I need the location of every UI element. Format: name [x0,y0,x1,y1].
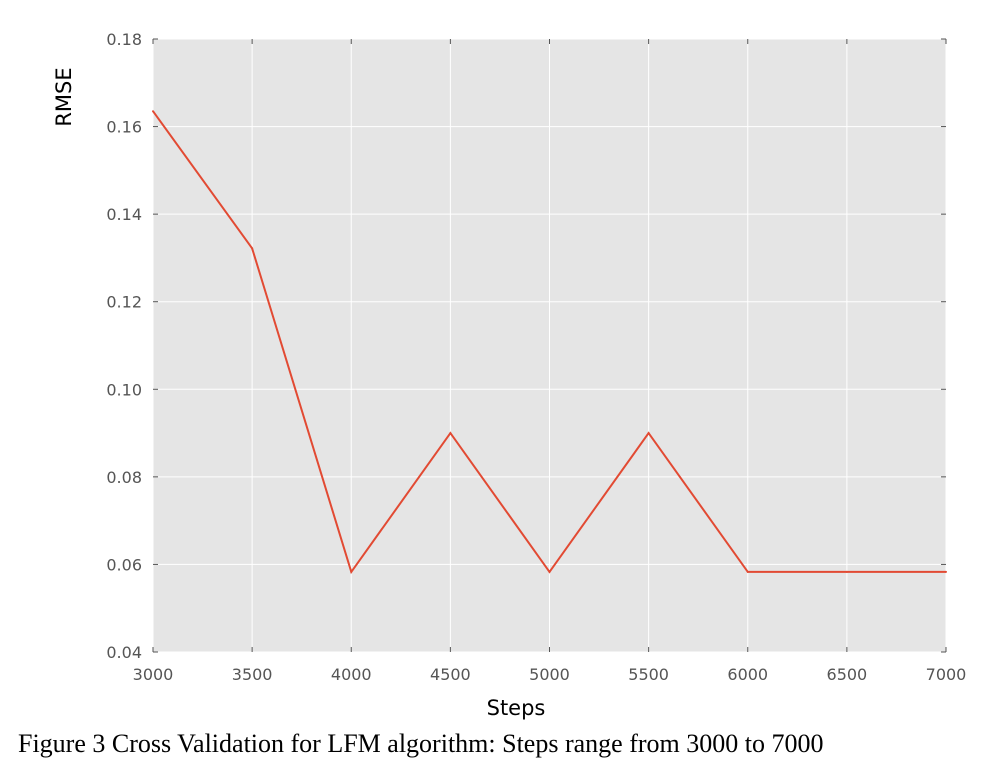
line-chart: 3000 3500 4000 4500 5000 5500 6000 6500 7000 0.04… [52,30,966,720]
series-point [251,247,254,250]
tick-labels: 3000 3500 4000 4500 5000 5500 6000 6500 7000 0.04… [106,30,966,684]
series-point [845,570,848,573]
y-tick-label: 0.18 [106,30,142,49]
series-point [746,570,749,573]
x-tick-label: 7000 [926,665,967,684]
x-tick-label: 4500 [430,665,471,684]
y-tick-label: 0.12 [106,293,142,312]
y-tick-label: 0.06 [106,555,142,574]
y-tick-label: 0.10 [106,380,142,399]
x-tick-label: 3500 [232,665,273,684]
series-point [548,570,551,573]
x-tick-label: 4000 [331,665,372,684]
series-point [945,570,947,573]
series-layer [152,110,947,575]
y-tick-label: 0.16 [106,118,142,137]
x-tick-label: 5500 [628,665,669,684]
y-axis-title: RMSE [52,67,76,126]
x-tick-label: 6000 [727,665,768,684]
y-tick-label: 0.08 [106,468,142,487]
figure-caption: Figure 3 Cross Validation for LFM algori… [18,729,824,758]
x-tick-label: 3000 [133,665,174,684]
x-tick-label: 6500 [827,665,868,684]
x-tick-label: 5000 [529,665,570,684]
series-point [152,110,154,113]
y-tick-label: 0.04 [106,643,142,662]
series-point [350,570,353,573]
y-tick-label: 0.14 [106,205,142,224]
axis-ticks [152,38,947,653]
series-point [647,432,650,435]
x-axis-title: Steps [487,696,546,720]
series-point [449,432,452,435]
